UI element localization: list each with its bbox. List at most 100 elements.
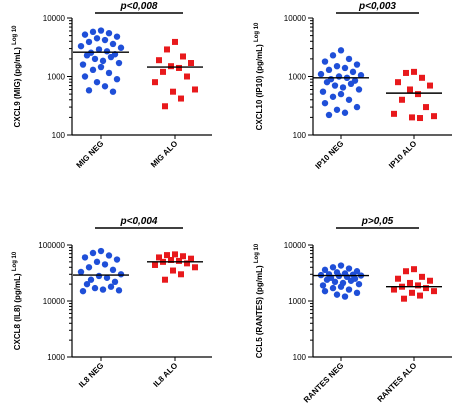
data-point-circle (333, 291, 341, 298)
data-point-square (162, 103, 168, 110)
data-point-circle (109, 40, 117, 48)
data-point-circle (79, 61, 87, 68)
data-point-circle (95, 46, 103, 53)
y-axis-title-main: CCL5 (RANTES) (pg/mL) (255, 263, 264, 358)
y-tick-label: 100 (52, 131, 66, 140)
data-point-circle (337, 283, 345, 290)
y-axis-title: CXCL8 (IL8) (pg/mL) Log 10 (12, 251, 22, 350)
data-point-circle (113, 33, 121, 40)
chart-panel-3: 1000 10000 100000 IL8 NEG IL8 ALO CXCL8 (IL8)… (12, 216, 212, 389)
data-point-circle (95, 272, 103, 280)
data-point-square (407, 279, 413, 286)
y-axis-title-suffix: Log 10 (12, 25, 18, 45)
data-point-circle (345, 96, 353, 103)
data-point-square (180, 253, 186, 260)
y-tick-label: 10000 (43, 297, 66, 306)
data-point-square (431, 288, 437, 295)
data-point-circle (339, 84, 347, 91)
data-point-circle (97, 247, 105, 255)
data-point-square (184, 73, 190, 80)
y-tick-label: 100 (293, 353, 307, 362)
data-point-square (176, 64, 182, 71)
data-point-circle (93, 78, 101, 86)
x-category-label: RANTES ALO (375, 361, 418, 404)
data-point-square (172, 251, 178, 258)
data-point-circle (347, 277, 355, 284)
data-point-circle (321, 266, 329, 274)
data-point-circle (103, 48, 111, 55)
y-tick-label: 10000 (43, 14, 66, 23)
data-point-circle (333, 62, 341, 70)
data-point-square (415, 91, 421, 98)
data-point-square (403, 268, 409, 275)
data-point-circle (321, 99, 329, 107)
data-point-square (192, 264, 198, 271)
data-point-square (419, 74, 425, 81)
x-category-label: RANTES NEG (302, 361, 345, 404)
data-point-circle (355, 86, 363, 93)
data-point-circle (321, 58, 329, 65)
data-point-square (170, 88, 176, 95)
data-point-square (178, 95, 184, 102)
chart-panel-1: 100 1000 10000 MIG NEG MIG ALO CXCL9 (MIG) (p… (12, 1, 212, 170)
data-point-circle (99, 57, 107, 65)
data-point-square (411, 68, 417, 75)
data-point-circle (331, 278, 339, 286)
data-point-square (152, 261, 158, 268)
data-point-circle (81, 254, 89, 261)
data-point-square (170, 267, 176, 274)
data-point-circle (109, 266, 117, 274)
data-point-circle (357, 72, 365, 79)
data-point-circle (337, 47, 345, 54)
data-point-circle (321, 287, 329, 295)
data-point-circle (91, 284, 99, 292)
data-point-circle (329, 93, 337, 100)
data-point-square (417, 292, 423, 299)
y-axis-title: CXCL10 (IP10) (pg/mL) Log 10 (254, 22, 264, 130)
data-point-square (419, 273, 425, 280)
data-point-circle (345, 55, 353, 63)
data-point-circle (77, 268, 85, 276)
data-point-circle (335, 73, 343, 80)
data-point-square (401, 295, 407, 302)
data-point-circle (337, 90, 345, 98)
data-point-circle (89, 66, 97, 74)
data-point-square (176, 257, 182, 264)
y-axis-title: CXCL9 (MIG) (pg/mL) Log 10 (12, 25, 22, 128)
data-point-circle (347, 80, 355, 88)
data-point-circle (325, 66, 333, 74)
data-point-circle (107, 53, 115, 61)
data-point-square (168, 63, 174, 70)
y-tick-label: 100 (293, 131, 307, 140)
data-point-square (178, 271, 184, 278)
data-point-circle (319, 282, 327, 289)
data-point-circle (101, 261, 109, 268)
data-point-circle (325, 111, 333, 119)
data-point-circle (117, 271, 125, 278)
data-point-circle (81, 73, 89, 80)
data-point-circle (97, 27, 105, 34)
data-point-circle (353, 103, 361, 111)
data-point-circle (93, 258, 101, 266)
x-category-label: IP10 NEG (314, 139, 346, 171)
y-tick-label: 1000 (47, 353, 65, 362)
data-point-circle (353, 289, 361, 297)
data-point-square (431, 113, 437, 120)
y-tick-label: 1000 (47, 73, 65, 82)
data-point-circle (101, 36, 109, 44)
data-point-circle (341, 64, 349, 72)
data-point-square (180, 53, 186, 60)
x-category-label: IL8 NEG (77, 361, 105, 389)
data-point-circle (319, 88, 327, 95)
x-category-label: IL8 ALO (152, 361, 180, 389)
data-point-circle (83, 280, 91, 288)
data-point-square (415, 282, 421, 289)
p-value-label: p<0,004 (120, 216, 158, 227)
y-tick-label: 1000 (288, 297, 306, 306)
data-point-circle (115, 59, 123, 67)
data-point-circle (353, 61, 361, 68)
data-point-square (427, 277, 433, 284)
data-point-square (172, 38, 178, 45)
data-point-square (403, 69, 409, 76)
